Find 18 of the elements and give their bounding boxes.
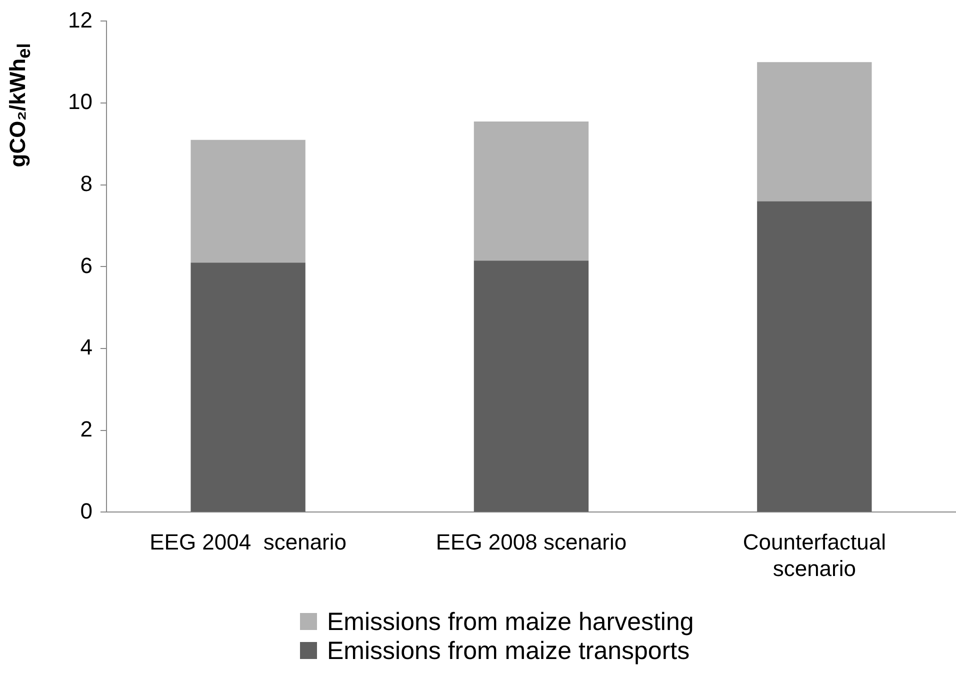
bar	[190, 140, 306, 263]
x-tick-label: Counterfactual scenario	[742, 529, 886, 581]
y-tick-label: 0	[80, 498, 92, 524]
legend-label: Emissions from maize harvesting	[326, 608, 694, 637]
x-tick-label: EEG 2004 scenario	[150, 529, 347, 554]
bar	[757, 62, 872, 202]
bar	[757, 201, 872, 512]
x-tick-label: EEG 2008 scenario	[436, 529, 627, 554]
bar	[474, 121, 589, 261]
bar	[474, 260, 589, 512]
y-tick-label: 12	[68, 7, 92, 32]
legend-label: Emissions from maize transports	[326, 637, 691, 666]
y-tick-label: 10	[68, 89, 92, 114]
y-tick-label: 8	[80, 170, 92, 196]
y-tick-label: 6	[80, 252, 92, 278]
bar	[190, 262, 306, 512]
y-tick-label: 4	[80, 334, 92, 360]
y-tick-label: 2	[80, 416, 92, 442]
